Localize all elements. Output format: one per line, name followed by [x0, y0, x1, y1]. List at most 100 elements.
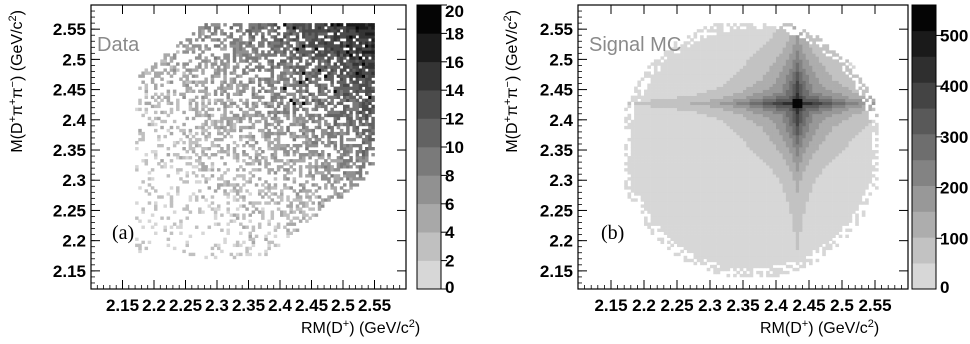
- heatmap-bin: [239, 119, 243, 124]
- heatmap-bin: [154, 92, 158, 96]
- heatmap-bin: [179, 137, 183, 142]
- heatmap-bin: [686, 207, 691, 211]
- heatmap-bin: [280, 38, 284, 42]
- heatmap-bin: [736, 270, 741, 275]
- heatmap-bin: [719, 240, 724, 245]
- heatmap-bin: [627, 113, 632, 118]
- heatmap-bin: [739, 131, 744, 136]
- heatmap-bin: [650, 125, 655, 130]
- heatmap-bin: [239, 92, 243, 96]
- heatmap-bin: [677, 186, 681, 190]
- heatmap-bin: [317, 137, 322, 142]
- heatmap-bin: [361, 89, 366, 93]
- heatmap-bin: [314, 134, 319, 139]
- heatmap-bin: [242, 71, 246, 75]
- heatmap-bin: [660, 95, 665, 100]
- heatmap-bin: [276, 41, 281, 45]
- heatmap-bin: [647, 195, 651, 199]
- heatmap-bin: [736, 50, 741, 54]
- heatmap-bin: [733, 216, 737, 220]
- heatmap-bin: [683, 59, 688, 63]
- heatmap-bin: [634, 131, 638, 136]
- heatmap-bin: [690, 240, 694, 245]
- heatmap-bin: [650, 153, 655, 157]
- heatmap-bin: [710, 153, 714, 157]
- heatmap-bin: [729, 249, 734, 254]
- heatmap-bin: [710, 41, 714, 45]
- heatmap-bin: [634, 159, 638, 163]
- heatmap-bin: [339, 177, 344, 181]
- heatmap-bin: [317, 23, 322, 27]
- heatmap-bin: [653, 89, 658, 93]
- heatmap-bin: [690, 189, 694, 193]
- heatmap-bin: [317, 65, 322, 69]
- heatmap-bin: [726, 38, 731, 42]
- heatmap-bin: [719, 113, 724, 118]
- heatmap-bin: [657, 159, 661, 163]
- heatmap-bin: [311, 192, 315, 196]
- heatmap-bin: [346, 41, 350, 45]
- heatmap-bin: [201, 98, 205, 103]
- heatmap-bin: [749, 147, 754, 151]
- heatmap-bin: [634, 147, 638, 151]
- heatmap-bin: [270, 95, 275, 100]
- heatmap-bin: [673, 125, 678, 130]
- heatmap-bin: [264, 162, 268, 166]
- heatmap-bin: [660, 77, 665, 81]
- heatmap-bin: [264, 56, 268, 60]
- heatmap-bin: [696, 252, 701, 257]
- heatmap-bin: [700, 134, 704, 139]
- heatmap-bin: [703, 255, 708, 260]
- heatmap-bin: [286, 44, 290, 48]
- heatmap-bin: [663, 231, 668, 235]
- heatmap-bin: [703, 50, 708, 54]
- heatmap-bin: [703, 71, 708, 75]
- heatmap-bin: [667, 210, 671, 214]
- heatmap-bin: [292, 198, 297, 202]
- heatmap-bin: [696, 50, 701, 54]
- heatmap-bin: [739, 104, 744, 109]
- heatmap-bin: [305, 26, 309, 30]
- heatmap-bin: [630, 162, 635, 166]
- heatmap-bin: [739, 77, 744, 81]
- heatmap-bin: [746, 207, 750, 211]
- heatmap-bin: [680, 95, 684, 100]
- heatmap-bin: [713, 65, 717, 69]
- heatmap-bin: [624, 116, 628, 121]
- heatmap-bin: [154, 122, 158, 127]
- heatmap-bin: [733, 207, 737, 211]
- heatmap-bin: [680, 180, 684, 184]
- heatmap-bin: [251, 210, 256, 214]
- heatmap-bin: [729, 77, 734, 81]
- heatmap-bin: [191, 44, 196, 48]
- heatmap-bin: [713, 68, 717, 72]
- heatmap-bin: [302, 44, 306, 48]
- heatmap-bin: [627, 162, 632, 166]
- heatmap-bin: [710, 71, 714, 75]
- heatmap-bin: [726, 59, 731, 63]
- heatmap-bin: [179, 231, 183, 235]
- heatmap-bin: [729, 243, 734, 248]
- heatmap-bin: [706, 198, 711, 202]
- heatmap-bin: [683, 116, 688, 121]
- heatmap-bin: [135, 107, 139, 112]
- heatmap-bin: [343, 95, 347, 100]
- y-tick-label: 2.55: [53, 20, 86, 39]
- heatmap-bin: [710, 116, 714, 121]
- heatmap-bin: [719, 249, 724, 254]
- heatmap-bin: [746, 137, 750, 142]
- heatmap-bin: [644, 186, 648, 190]
- heatmap-bin: [213, 222, 218, 226]
- heatmap-bin: [729, 204, 734, 208]
- heatmap-bin: [317, 165, 322, 169]
- heatmap-bin: [726, 62, 731, 66]
- heatmap-bin: [194, 131, 199, 136]
- heatmap-bin: [663, 83, 668, 87]
- heatmap-bin: [327, 65, 331, 69]
- heatmap-bin: [213, 32, 218, 36]
- heatmap-bin: [248, 171, 252, 175]
- heatmap-bin: [703, 192, 708, 196]
- heatmap-bin: [743, 104, 747, 109]
- heatmap-bin: [150, 104, 155, 109]
- heatmap-bin: [358, 32, 363, 36]
